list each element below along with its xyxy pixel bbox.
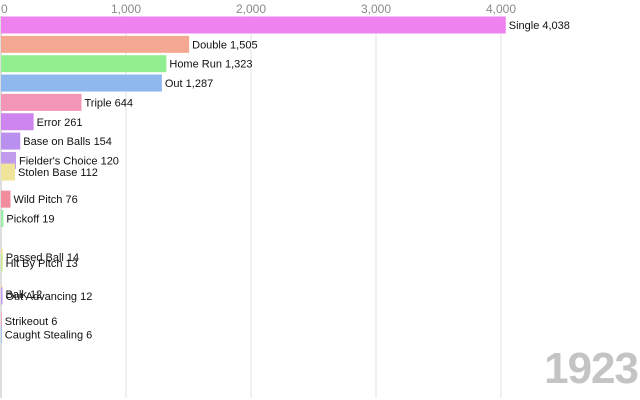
bar-strikeout [1,312,2,330]
bar-home-run [1,55,167,73]
bar-triple [1,93,82,111]
bar-label-home-run: Home Run 1,323 [169,59,252,71]
bar-base-on-balls [1,132,21,150]
bar-label-out-advancing: Out Advancing 12 [6,291,93,303]
x-tick-label-4000: 4,000 [486,2,516,16]
bar-pickoff [1,210,4,227]
bar-label-wild-pitch: Wild Pitch 76 [14,194,78,206]
x-tick-label-0: 0 [1,2,8,16]
bar-label-caught-stealing: Caught Stealing 6 [5,330,92,342]
x-tick-label-1000: 1,000 [111,2,141,16]
bar-stolen-base [1,163,15,181]
bar-label-passed-ball: Passed Ball 14 [6,252,79,264]
bar-label-fielder-s-choice: Fielder's Choice 120 [19,155,119,167]
bar-wild-pitch [1,190,11,208]
bar-error [1,113,34,131]
bar-label-triple: Triple 644 [85,97,134,109]
bar-label-double: Double 1,505 [192,39,257,51]
x-tick-label-2000: 2,000 [236,2,266,16]
bar-label-strikeout: Strikeout 6 [5,316,58,328]
bar-label-single: Single 4,038 [509,20,570,32]
bar-single [1,16,506,34]
bar-caught-stealing [1,326,2,344]
x-tick-label-3000: 3,000 [361,2,391,16]
bar-out-advancing [1,287,3,305]
bar-label-out: Out 1,287 [165,78,213,90]
year-label: 1923 [544,344,639,393]
bar-out [1,74,162,92]
bar-hit-by-pitch [1,254,3,272]
bar-label-pickoff: Pickoff 19 [6,214,54,226]
bar-label-base-on-balls: Base on Balls 154 [23,136,112,148]
bar-label-hit-by-pitch: Hit By Pitch 13 [6,258,78,270]
bar-double [1,35,190,53]
bar-label-error: Error 261 [37,117,83,129]
bar-label-balk: Balk 12 [6,289,43,301]
bar-label-stolen-base: Stolen Base 112 [18,167,98,179]
